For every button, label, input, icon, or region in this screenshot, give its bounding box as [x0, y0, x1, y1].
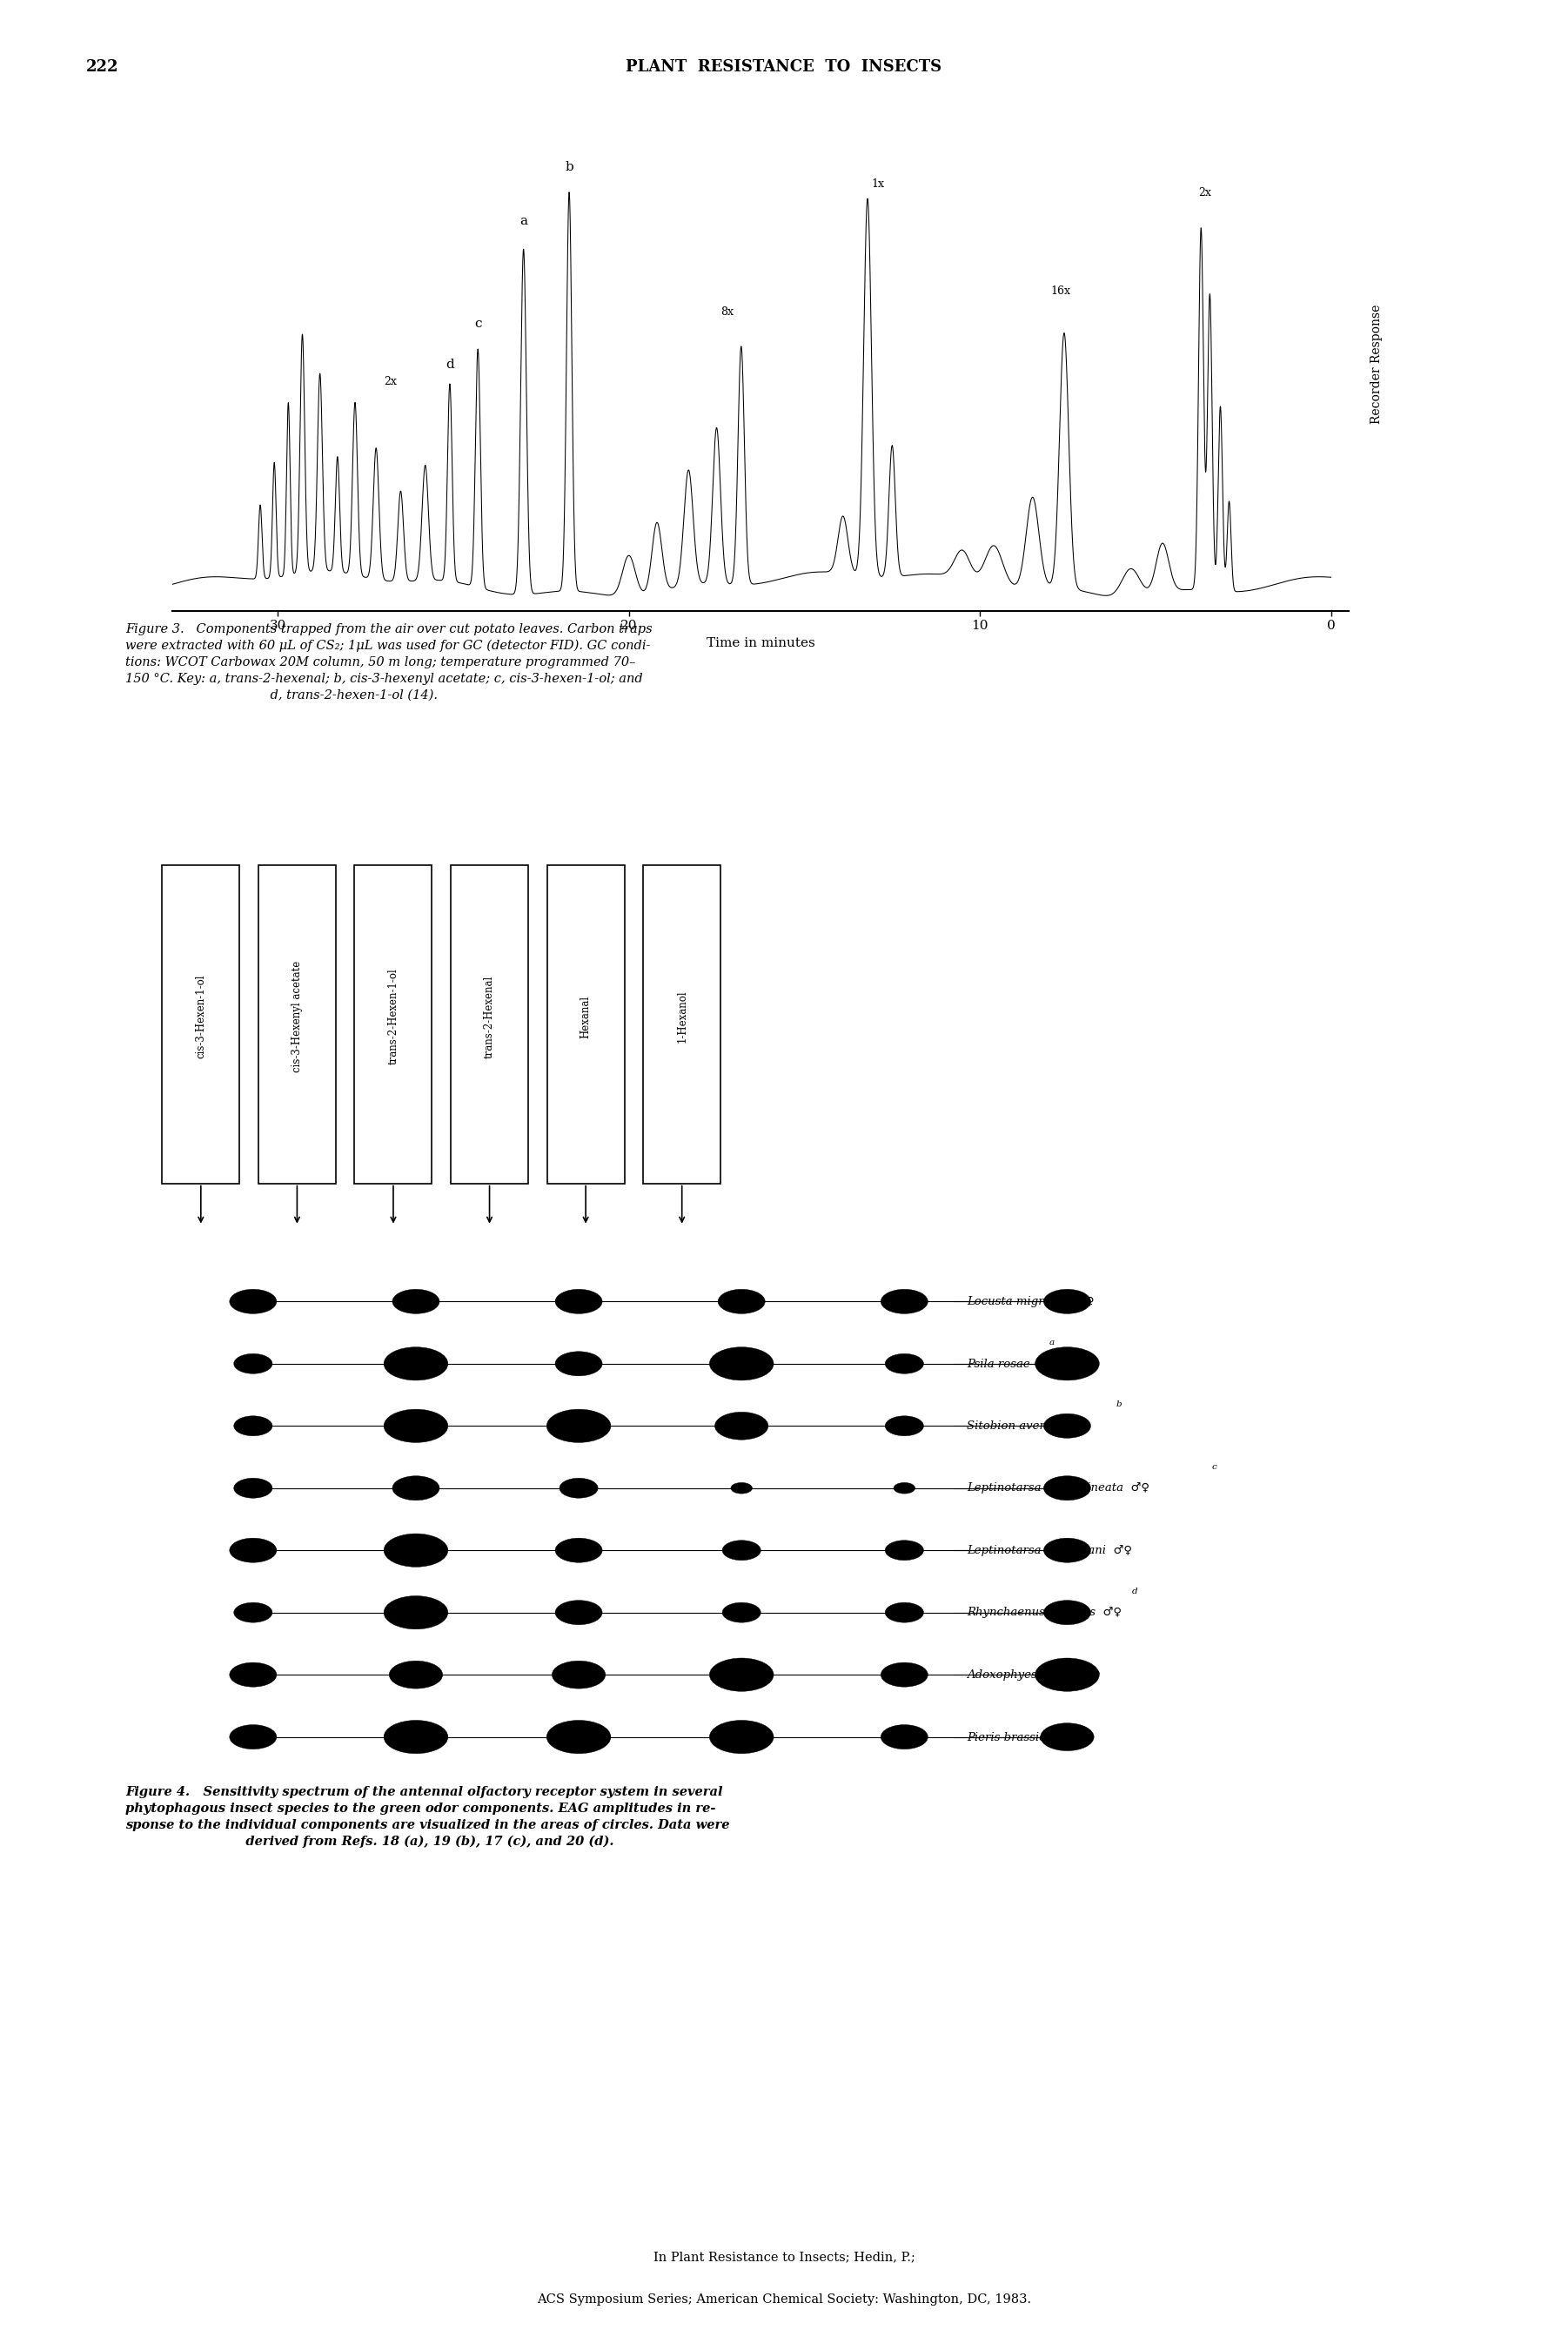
Bar [162, 865, 240, 1184]
Text: Adoxophyes orana  ♂♀: Adoxophyes orana ♂♀ [967, 1668, 1101, 1680]
Ellipse shape [884, 1539, 924, 1560]
Ellipse shape [229, 1290, 276, 1314]
Ellipse shape [384, 1410, 448, 1443]
Ellipse shape [1044, 1415, 1091, 1438]
Ellipse shape [552, 1661, 605, 1690]
Text: 16x: 16x [1051, 287, 1071, 296]
Text: 222: 222 [86, 59, 119, 75]
Ellipse shape [229, 1725, 276, 1748]
Ellipse shape [547, 1410, 612, 1443]
Bar [450, 865, 528, 1184]
Text: a: a [519, 214, 527, 228]
Ellipse shape [1041, 1723, 1094, 1751]
Ellipse shape [229, 1661, 276, 1687]
Ellipse shape [884, 1354, 924, 1375]
Ellipse shape [1044, 1600, 1091, 1624]
Ellipse shape [1044, 1290, 1091, 1314]
Ellipse shape [715, 1412, 768, 1441]
Text: trans-2-Hexen-1-ol: trans-2-Hexen-1-ol [387, 968, 398, 1065]
Ellipse shape [555, 1600, 602, 1624]
Text: trans-2-Hexenal: trans-2-Hexenal [485, 975, 495, 1058]
Bar [354, 865, 433, 1184]
Ellipse shape [384, 1720, 448, 1753]
Text: 2x: 2x [384, 376, 397, 388]
Text: Psila rosae  ♂♀: Psila rosae ♂♀ [967, 1358, 1057, 1370]
Text: 1-Hexanol: 1-Hexanol [676, 989, 688, 1043]
Ellipse shape [392, 1476, 439, 1499]
Text: Pieris brassicae  ♀: Pieris brassicae ♀ [967, 1732, 1076, 1744]
Text: In Plant Resistance to Insects; Hedin, P.;: In Plant Resistance to Insects; Hedin, P… [654, 2251, 914, 2263]
Ellipse shape [709, 1720, 773, 1753]
Ellipse shape [1035, 1347, 1099, 1379]
Ellipse shape [229, 1539, 276, 1563]
Ellipse shape [234, 1417, 273, 1436]
Ellipse shape [389, 1661, 442, 1690]
Ellipse shape [547, 1720, 612, 1753]
Text: Figure 4.   Sensitivity spectrum of the antennal olfactory receptor system in se: Figure 4. Sensitivity spectrum of the an… [125, 1786, 729, 1847]
Text: PLANT  RESISTANCE  TO  INSECTS: PLANT RESISTANCE TO INSECTS [626, 59, 942, 75]
X-axis label: Time in minutes: Time in minutes [706, 637, 815, 649]
Text: b: b [564, 162, 574, 174]
Text: cis-3-Hexenyl acetate: cis-3-Hexenyl acetate [292, 961, 303, 1072]
Text: 2x: 2x [1198, 188, 1210, 197]
Ellipse shape [709, 1659, 773, 1692]
Text: c: c [1212, 1462, 1217, 1471]
Ellipse shape [894, 1483, 916, 1495]
Bar [547, 865, 624, 1184]
Ellipse shape [234, 1603, 273, 1621]
Text: 1x: 1x [872, 179, 884, 190]
Ellipse shape [560, 1478, 597, 1497]
Text: a: a [1049, 1339, 1054, 1347]
Ellipse shape [881, 1290, 928, 1314]
Text: ACS Symposium Series; American Chemical Society: Washington, DC, 1983.: ACS Symposium Series; American Chemical … [536, 2294, 1032, 2305]
Ellipse shape [709, 1347, 773, 1379]
Bar [259, 865, 336, 1184]
Bar [643, 865, 721, 1184]
Text: Leptinotarsa haldemani  ♂♀: Leptinotarsa haldemani ♂♀ [967, 1544, 1132, 1556]
Text: Sitobion avenae: Sitobion avenae [967, 1419, 1062, 1431]
Ellipse shape [384, 1347, 448, 1379]
Text: d: d [1132, 1586, 1137, 1596]
Ellipse shape [1044, 1476, 1091, 1499]
Ellipse shape [234, 1478, 273, 1497]
Ellipse shape [1035, 1659, 1099, 1692]
Text: Locusta migratoria  ♀: Locusta migratoria ♀ [967, 1295, 1094, 1307]
Text: d: d [445, 360, 455, 371]
Ellipse shape [392, 1290, 439, 1314]
Text: 8x: 8x [721, 306, 734, 317]
Ellipse shape [881, 1661, 928, 1687]
Text: Leptinotarsa decemlineata  ♂♀: Leptinotarsa decemlineata ♂♀ [967, 1483, 1149, 1495]
Text: c: c [474, 317, 481, 329]
Ellipse shape [384, 1596, 448, 1629]
Ellipse shape [555, 1539, 602, 1563]
Text: b: b [1116, 1401, 1123, 1408]
Ellipse shape [1044, 1539, 1091, 1563]
Ellipse shape [723, 1603, 760, 1621]
Ellipse shape [555, 1290, 602, 1314]
Text: Recorder Response: Recorder Response [1370, 306, 1383, 423]
Text: Hexanal: Hexanal [580, 996, 591, 1039]
Ellipse shape [718, 1290, 765, 1314]
Ellipse shape [731, 1483, 753, 1495]
Text: Rhynchaenus quercus  ♂♀: Rhynchaenus quercus ♂♀ [967, 1607, 1123, 1619]
Ellipse shape [884, 1417, 924, 1436]
Ellipse shape [881, 1725, 928, 1748]
Text: cis-3-Hexen-1-ol: cis-3-Hexen-1-ol [194, 975, 207, 1058]
Ellipse shape [555, 1351, 602, 1375]
Text: Figure 3.   Components trapped from the air over cut potato leaves. Carbon traps: Figure 3. Components trapped from the ai… [125, 623, 652, 700]
Ellipse shape [723, 1539, 760, 1560]
Ellipse shape [884, 1603, 924, 1621]
Ellipse shape [234, 1354, 273, 1375]
Ellipse shape [384, 1535, 448, 1567]
